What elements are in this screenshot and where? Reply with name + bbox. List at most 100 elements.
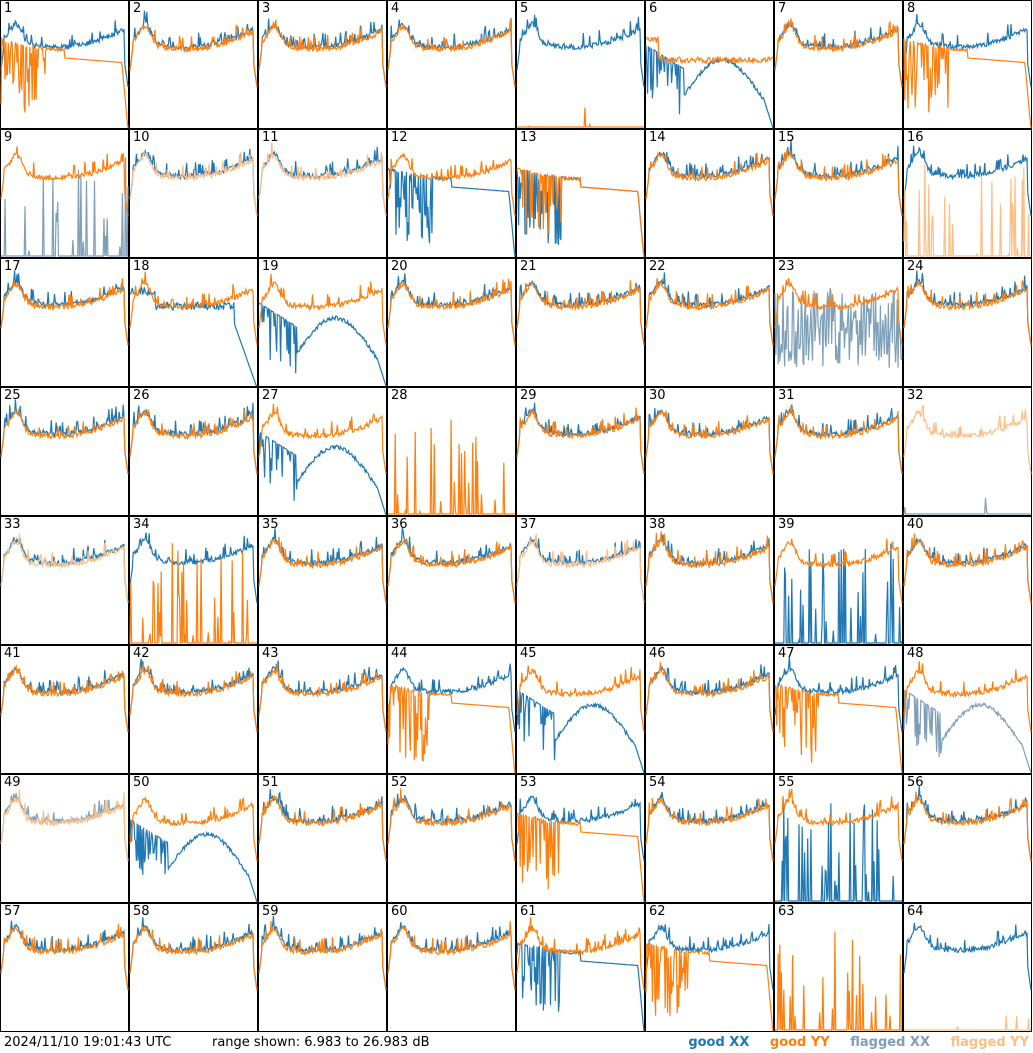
series-yy-36	[387, 537, 516, 604]
panel-48: 48	[903, 645, 1032, 774]
panel-plot-49	[0, 774, 129, 903]
panel-58: 58	[129, 903, 258, 1032]
panel-7: 7	[774, 0, 903, 129]
panel-label: 62	[649, 904, 666, 919]
series-yy-15	[774, 148, 903, 217]
panel-64: 64	[903, 903, 1032, 1032]
legend-good-xx: good XX	[688, 1035, 750, 1050]
series-yy-43	[258, 663, 387, 733]
series-yy-1	[0, 36, 129, 129]
panel-label: 21	[520, 259, 537, 274]
legend: good XX good YY flagged XX flagged YY	[672, 1035, 1029, 1050]
panel-plot-39	[774, 516, 903, 645]
panel-label: 48	[907, 646, 924, 661]
series-yy-19	[258, 273, 387, 346]
series-xx-21	[516, 279, 645, 346]
panel-border	[774, 258, 903, 387]
panel-label: 3	[262, 1, 271, 16]
series-xx-33	[0, 537, 129, 604]
panel-49: 49	[0, 774, 129, 903]
panel-label: 30	[649, 388, 666, 403]
panel-plot-50	[129, 774, 258, 903]
panel-plot-12	[387, 129, 516, 258]
series-yy-49	[0, 789, 129, 862]
panel-plot-59	[258, 903, 387, 1032]
series-yy-60	[387, 921, 516, 991]
panel-45: 45	[516, 645, 645, 774]
panel-label: 54	[649, 775, 666, 790]
panel-plot-6	[645, 0, 774, 129]
series-xx-1	[0, 19, 129, 88]
panel-16: 16	[903, 129, 1032, 258]
series-yy-3	[258, 19, 387, 88]
panel-2: 2	[129, 0, 258, 129]
panel-plot-52	[387, 774, 516, 903]
panel-plot-60	[387, 903, 516, 1032]
panel-plot-36	[387, 516, 516, 645]
series-xx-48	[903, 689, 1032, 774]
series-xx-40	[903, 536, 1032, 604]
panel-label: 58	[133, 904, 150, 919]
panel-10: 10	[129, 129, 258, 258]
panel-label: 38	[649, 517, 666, 532]
panel-plot-14	[645, 129, 774, 258]
panel-13: 13	[516, 129, 645, 258]
panel-plot-3	[258, 0, 387, 129]
panel-label: 61	[520, 904, 537, 919]
series-yy-47	[774, 683, 903, 774]
series-yy-21	[516, 280, 645, 346]
series-yy-34	[129, 543, 257, 644]
panel-border	[903, 774, 1032, 903]
panel-border	[645, 0, 774, 129]
panel-label: 60	[391, 904, 408, 919]
panel-border	[387, 0, 516, 129]
panel-plot-33	[0, 516, 129, 645]
panel-35: 35	[258, 516, 387, 645]
panel-5: 5	[516, 0, 645, 129]
legend-good-yy: good YY	[769, 1035, 830, 1050]
panel-36: 36	[387, 516, 516, 645]
panel-label: 24	[907, 259, 924, 274]
panel-plot-27	[258, 387, 387, 516]
panel-6: 6	[645, 0, 774, 129]
panel-border	[258, 258, 387, 387]
panel-border	[645, 387, 774, 516]
panel-border	[0, 903, 129, 1032]
panel-label: 10	[133, 130, 150, 145]
panel-label: 31	[778, 388, 795, 403]
panel-44: 44	[387, 645, 516, 774]
panel-border	[645, 903, 774, 1032]
panel-border	[645, 258, 774, 387]
panel-label: 12	[391, 130, 408, 145]
panel-plot-57	[0, 903, 129, 1032]
panel-label: 1	[4, 1, 13, 16]
panel-plot-44	[387, 645, 516, 774]
series-yy-55	[774, 788, 903, 862]
panel-plot-40	[903, 516, 1032, 645]
series-xx-32	[903, 498, 1031, 515]
panel-3: 3	[258, 0, 387, 129]
panel-border	[645, 516, 774, 645]
panel-9: 9	[0, 129, 129, 258]
series-xx-24	[903, 270, 1032, 346]
panel-label: 40	[907, 517, 924, 532]
panel-label: 16	[907, 130, 924, 145]
panel-57: 57	[0, 903, 129, 1032]
panel-plot-61	[516, 903, 645, 1032]
series-yy-35	[258, 536, 387, 604]
panel-border	[774, 516, 903, 645]
series-yy-30	[645, 410, 774, 475]
panel-border	[129, 129, 258, 258]
panel-24: 24	[903, 258, 1032, 387]
panel-plot-35	[258, 516, 387, 645]
series-xx-23	[774, 288, 903, 368]
panel-border	[903, 903, 1032, 1032]
panel-39: 39	[774, 516, 903, 645]
series-yy-11	[258, 142, 387, 217]
panel-28: 28	[387, 387, 516, 516]
panel-label: 32	[907, 388, 924, 403]
panel-label: 64	[907, 904, 924, 919]
panel-60: 60	[387, 903, 516, 1032]
series-yy-27	[258, 403, 387, 475]
panel-plot-4	[387, 0, 516, 129]
